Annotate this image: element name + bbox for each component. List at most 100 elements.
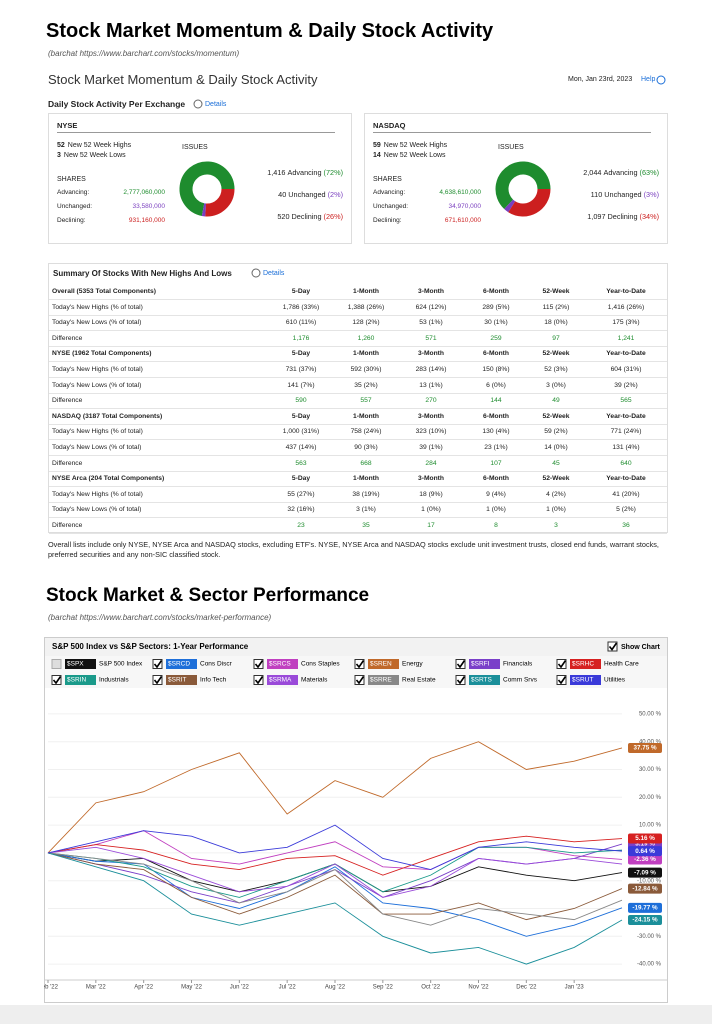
issue-row: 40 Unchanged (2%) — [278, 190, 343, 199]
x-tick-label: Jan '23 — [565, 985, 585, 991]
end-label: -7.09 % — [634, 869, 656, 876]
share-value: 4,638,610,000 — [439, 189, 481, 196]
cell: 128 (2%) — [352, 319, 380, 327]
end-label-bg — [628, 867, 662, 878]
details-link[interactable]: Details — [205, 101, 227, 108]
donut-segment — [495, 161, 551, 210]
cell: 115 (2%) — [542, 303, 570, 311]
cell: 32 (16%) — [287, 506, 315, 514]
legend-checkbox[interactable] — [51, 675, 62, 685]
checkmark — [608, 642, 618, 651]
shares-heading: SHARES — [373, 176, 402, 183]
cell: 59 (2%) — [544, 428, 568, 436]
legend-checkbox[interactable] — [51, 659, 62, 669]
cell: 30 (1%) — [484, 319, 508, 327]
legend-name: Industrials — [99, 677, 129, 684]
legend-checkbox[interactable] — [354, 675, 365, 685]
issue-count: 1,097 — [587, 212, 606, 221]
x-tick-label: Aug '22 — [325, 985, 346, 991]
cell: 731 (37%) — [285, 366, 317, 373]
column-header: 5-Day — [291, 475, 311, 483]
x-tick-label: Sep '22 — [373, 985, 394, 991]
cell: 758 (24%) — [350, 428, 382, 436]
legend-checkbox[interactable] — [556, 675, 567, 685]
cell: 1 (0%) — [546, 506, 566, 514]
issue-count: 40 — [278, 190, 287, 199]
lows-label: New 52 Week Lows — [63, 152, 126, 159]
cell: 97 — [552, 334, 560, 342]
legend-checkbox[interactable] — [455, 675, 466, 685]
legend-symbol: $SRHC — [572, 661, 594, 668]
legend-checkbox[interactable] — [152, 675, 163, 685]
row-line — [49, 408, 667, 410]
cell: 4 (2%) — [546, 490, 566, 498]
legend-badge — [65, 659, 96, 669]
row-label: Today's New Lows (% of total) — [52, 506, 142, 514]
cell: 3 — [554, 522, 558, 529]
legend-symbol: $SRUT — [572, 677, 593, 684]
series-line — [47, 846, 623, 898]
cell: 150 (8%) — [482, 366, 510, 373]
issue-label: Declining — [607, 212, 638, 221]
details-link[interactable]: Details — [263, 270, 285, 277]
donut-segment — [504, 199, 516, 213]
cell: 131 (4%) — [612, 444, 640, 451]
legend-badge — [267, 675, 298, 685]
cell: 610 (11%) — [285, 319, 317, 327]
row-label: Difference — [52, 522, 83, 529]
row-line — [49, 470, 667, 472]
help-icon — [656, 75, 666, 85]
cell: 283 (14%) — [415, 366, 447, 373]
legend-name: Utilities — [604, 677, 626, 684]
donut — [495, 161, 551, 217]
exchange-panel: NASDAQ 59 New 52 Week Highs 14 New 52 Week L… — [364, 113, 668, 244]
issue-count: 110 — [590, 190, 603, 199]
issues-heading: ISSUES — [182, 144, 208, 151]
legend-checkbox[interactable] — [455, 659, 466, 669]
show-chart-checkbox[interactable] — [607, 641, 618, 652]
column-header: 52-Week — [542, 288, 570, 295]
cell: 1 (0%) — [486, 506, 506, 514]
legend-badge — [166, 675, 197, 685]
cell: 18 (9%) — [419, 490, 443, 498]
section-title: Stock Market & Sector Performance — [46, 585, 370, 606]
row-label: Today's New Highs (% of total) — [52, 490, 143, 498]
legend-checkbox[interactable] — [152, 659, 163, 669]
cell: 1,786 (33%) — [282, 303, 320, 311]
lows-row: 3 New 52 Week Lows — [57, 152, 126, 159]
legend-symbol: $SRRE — [370, 677, 392, 684]
cell: 13 (1%) — [419, 381, 443, 389]
issue-label: Declining — [291, 212, 322, 221]
share-value: 2,777,060,000 — [123, 189, 165, 196]
share-label: Advancing: — [57, 189, 90, 196]
legend-checkbox[interactable] — [354, 659, 365, 669]
legend-symbol: $SRIT — [168, 677, 186, 684]
series-line — [47, 852, 623, 926]
x-tick-label: Apr '22 — [134, 985, 153, 991]
y-tick-label: 20.00 % — [639, 795, 662, 801]
issue-row: 110 Unchanged (3%) — [591, 190, 659, 199]
legend-checkbox[interactable] — [253, 659, 264, 669]
legend-checkbox[interactable] — [556, 659, 567, 669]
series-line — [47, 852, 623, 921]
legend-symbol: $SRMA — [269, 677, 292, 684]
legend-checkbox[interactable] — [253, 675, 264, 685]
legend-name: Materials — [301, 677, 328, 684]
checkmark — [557, 676, 567, 685]
cell: 14 (0%) — [544, 444, 568, 451]
help-link[interactable]: Help — [641, 76, 656, 83]
row-label: Today's New Highs (% of total) — [52, 366, 143, 373]
cell: 6 (0%) — [486, 381, 506, 389]
donut-segment — [508, 188, 551, 217]
column-header: 6-Month — [483, 350, 509, 358]
share-label: Unchanged: — [373, 203, 409, 210]
row-line — [49, 455, 667, 456]
cell: 259 — [490, 334, 502, 342]
column-header: 52-Week — [542, 350, 570, 358]
x-tick-label: Feb '22 — [44, 985, 59, 991]
cell: 3 (0%) — [546, 381, 566, 389]
column-header: 3-Month — [418, 350, 444, 358]
lows-row: 14 New 52 Week Lows — [373, 152, 446, 159]
cell: 1 (0%) — [421, 506, 441, 514]
